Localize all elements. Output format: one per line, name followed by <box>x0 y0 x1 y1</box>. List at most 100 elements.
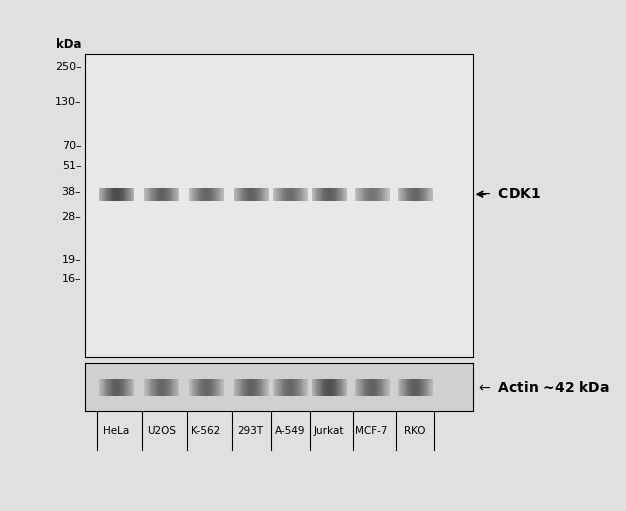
Bar <box>254 379 255 396</box>
Bar <box>176 188 177 201</box>
Bar <box>286 188 287 201</box>
Bar <box>192 188 193 201</box>
Bar <box>152 379 153 396</box>
Bar <box>359 379 360 396</box>
Bar <box>215 188 216 201</box>
Bar <box>358 188 359 201</box>
Bar <box>378 379 379 396</box>
Bar <box>154 379 155 396</box>
Bar <box>384 188 385 201</box>
Bar <box>413 379 414 396</box>
Bar <box>338 379 339 396</box>
Bar <box>408 379 409 396</box>
Bar <box>332 379 333 396</box>
Bar <box>205 188 207 201</box>
Bar <box>169 188 170 201</box>
Bar <box>401 379 402 396</box>
Bar <box>148 379 149 396</box>
Bar <box>291 379 292 396</box>
Bar <box>216 379 217 396</box>
Bar <box>161 188 162 201</box>
Bar <box>106 379 107 396</box>
Bar <box>304 379 305 396</box>
Bar <box>336 379 337 396</box>
Bar <box>368 379 369 396</box>
Bar <box>210 379 211 396</box>
Bar <box>428 188 429 201</box>
Bar <box>147 188 148 201</box>
Bar <box>175 188 176 201</box>
Bar <box>110 379 111 396</box>
Bar <box>149 188 150 201</box>
Bar <box>247 188 249 201</box>
Bar <box>355 188 356 201</box>
Bar <box>403 188 404 201</box>
Bar <box>177 379 178 396</box>
Bar <box>123 188 124 201</box>
Text: U2OS: U2OS <box>147 426 176 436</box>
Bar <box>245 379 246 396</box>
Bar <box>408 188 409 201</box>
Bar <box>317 379 318 396</box>
Bar <box>402 379 403 396</box>
Bar <box>371 188 372 201</box>
Bar <box>174 379 175 396</box>
Bar <box>117 379 118 396</box>
Bar <box>423 188 424 201</box>
Bar <box>190 379 191 396</box>
Bar <box>167 379 168 396</box>
Bar <box>145 379 146 396</box>
Bar <box>131 379 133 396</box>
Bar <box>125 379 126 396</box>
Bar <box>192 379 193 396</box>
Bar <box>300 188 302 201</box>
Bar <box>193 379 194 396</box>
Bar <box>127 188 128 201</box>
Bar <box>344 188 345 201</box>
Bar <box>126 188 127 201</box>
Bar <box>312 379 313 396</box>
Text: $\leftarrow$ Actin ~42 kDa: $\leftarrow$ Actin ~42 kDa <box>476 380 610 394</box>
Bar <box>204 379 205 396</box>
Bar <box>416 188 417 201</box>
Bar <box>429 188 430 201</box>
Bar <box>414 188 415 201</box>
Bar <box>299 188 300 201</box>
Bar <box>196 379 197 396</box>
Bar <box>324 188 325 201</box>
Bar <box>382 188 384 201</box>
Text: 130–: 130– <box>54 97 81 107</box>
Bar <box>196 188 197 201</box>
Bar <box>267 379 268 396</box>
Bar <box>262 188 264 201</box>
Bar <box>111 188 113 201</box>
Bar <box>382 379 384 396</box>
Bar <box>103 188 104 201</box>
Bar <box>365 188 366 201</box>
Bar <box>419 188 421 201</box>
Bar <box>236 188 237 201</box>
Bar <box>386 379 387 396</box>
Bar <box>251 188 252 201</box>
Bar <box>260 188 262 201</box>
Bar <box>108 188 109 201</box>
Bar <box>366 188 367 201</box>
Bar <box>243 188 244 201</box>
Bar <box>290 188 291 201</box>
Bar <box>255 188 256 201</box>
Text: MCF-7: MCF-7 <box>356 426 388 436</box>
Bar <box>116 188 117 201</box>
Bar <box>318 379 319 396</box>
Bar <box>423 379 424 396</box>
Bar <box>374 379 375 396</box>
Bar <box>364 379 365 396</box>
Bar <box>329 188 331 201</box>
Bar <box>153 379 154 396</box>
Bar <box>409 188 410 201</box>
Bar <box>335 379 336 396</box>
Bar <box>197 379 198 396</box>
Bar <box>233 379 235 396</box>
Bar <box>205 379 207 396</box>
Bar <box>339 379 340 396</box>
Bar <box>388 379 389 396</box>
